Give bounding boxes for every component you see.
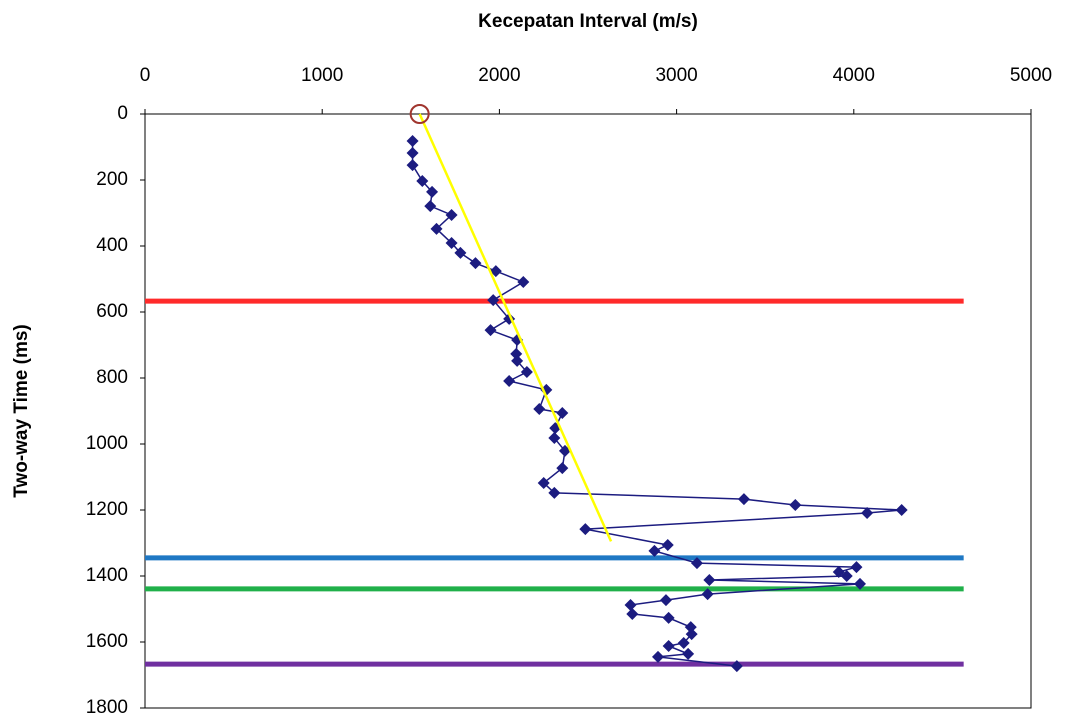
y-tick-label: 200 (96, 169, 128, 190)
x-tick-label: 1000 (301, 65, 343, 86)
trend-line (420, 114, 611, 541)
y-tick-label: 0 (117, 103, 128, 124)
data-point (424, 200, 436, 212)
data-point (648, 545, 660, 557)
y-tick-label: 1600 (86, 631, 128, 652)
data-point (682, 648, 694, 660)
y-tick-label: 1200 (86, 499, 128, 520)
chart: Kecepatan Interval (m/s) Two-way Time (m… (0, 0, 1068, 723)
data-point (533, 403, 545, 415)
data-point (407, 135, 419, 147)
y-tick-label: 1000 (86, 433, 128, 454)
data-point (407, 159, 419, 171)
data-point (407, 147, 419, 159)
data-point (503, 375, 515, 387)
x-tick-label: 2000 (478, 65, 520, 86)
data-point (663, 640, 675, 652)
data-point (738, 493, 750, 505)
y-tick-label: 1800 (86, 697, 128, 718)
data-point (626, 608, 638, 620)
y-tick-label: 1400 (86, 565, 128, 586)
plot-area (145, 114, 1031, 708)
x-tick-label: 4000 (833, 65, 875, 86)
y-tick-label: 400 (96, 235, 128, 256)
data-point (663, 612, 675, 624)
x-tick-label: 3000 (655, 65, 697, 86)
data-point (662, 539, 674, 551)
data-point (517, 276, 529, 288)
data-point (625, 599, 637, 611)
data-point (896, 504, 908, 516)
data-point (789, 499, 801, 511)
x-tick-label: 5000 (1010, 65, 1052, 86)
data-point (469, 257, 481, 269)
data-point (485, 324, 497, 336)
data-point (703, 574, 715, 586)
data-point (660, 594, 672, 606)
x-axis-title: Kecepatan Interval (m/s) (478, 11, 698, 32)
y-tick-label: 800 (96, 367, 128, 388)
y-tick-label: 600 (96, 301, 128, 322)
data-point (579, 523, 591, 535)
data-point (850, 561, 862, 573)
x-tick-label: 0 (140, 65, 151, 86)
y-axis-title: Two-way Time (ms) (11, 324, 32, 498)
data-point (556, 407, 568, 419)
data-point (652, 651, 664, 663)
